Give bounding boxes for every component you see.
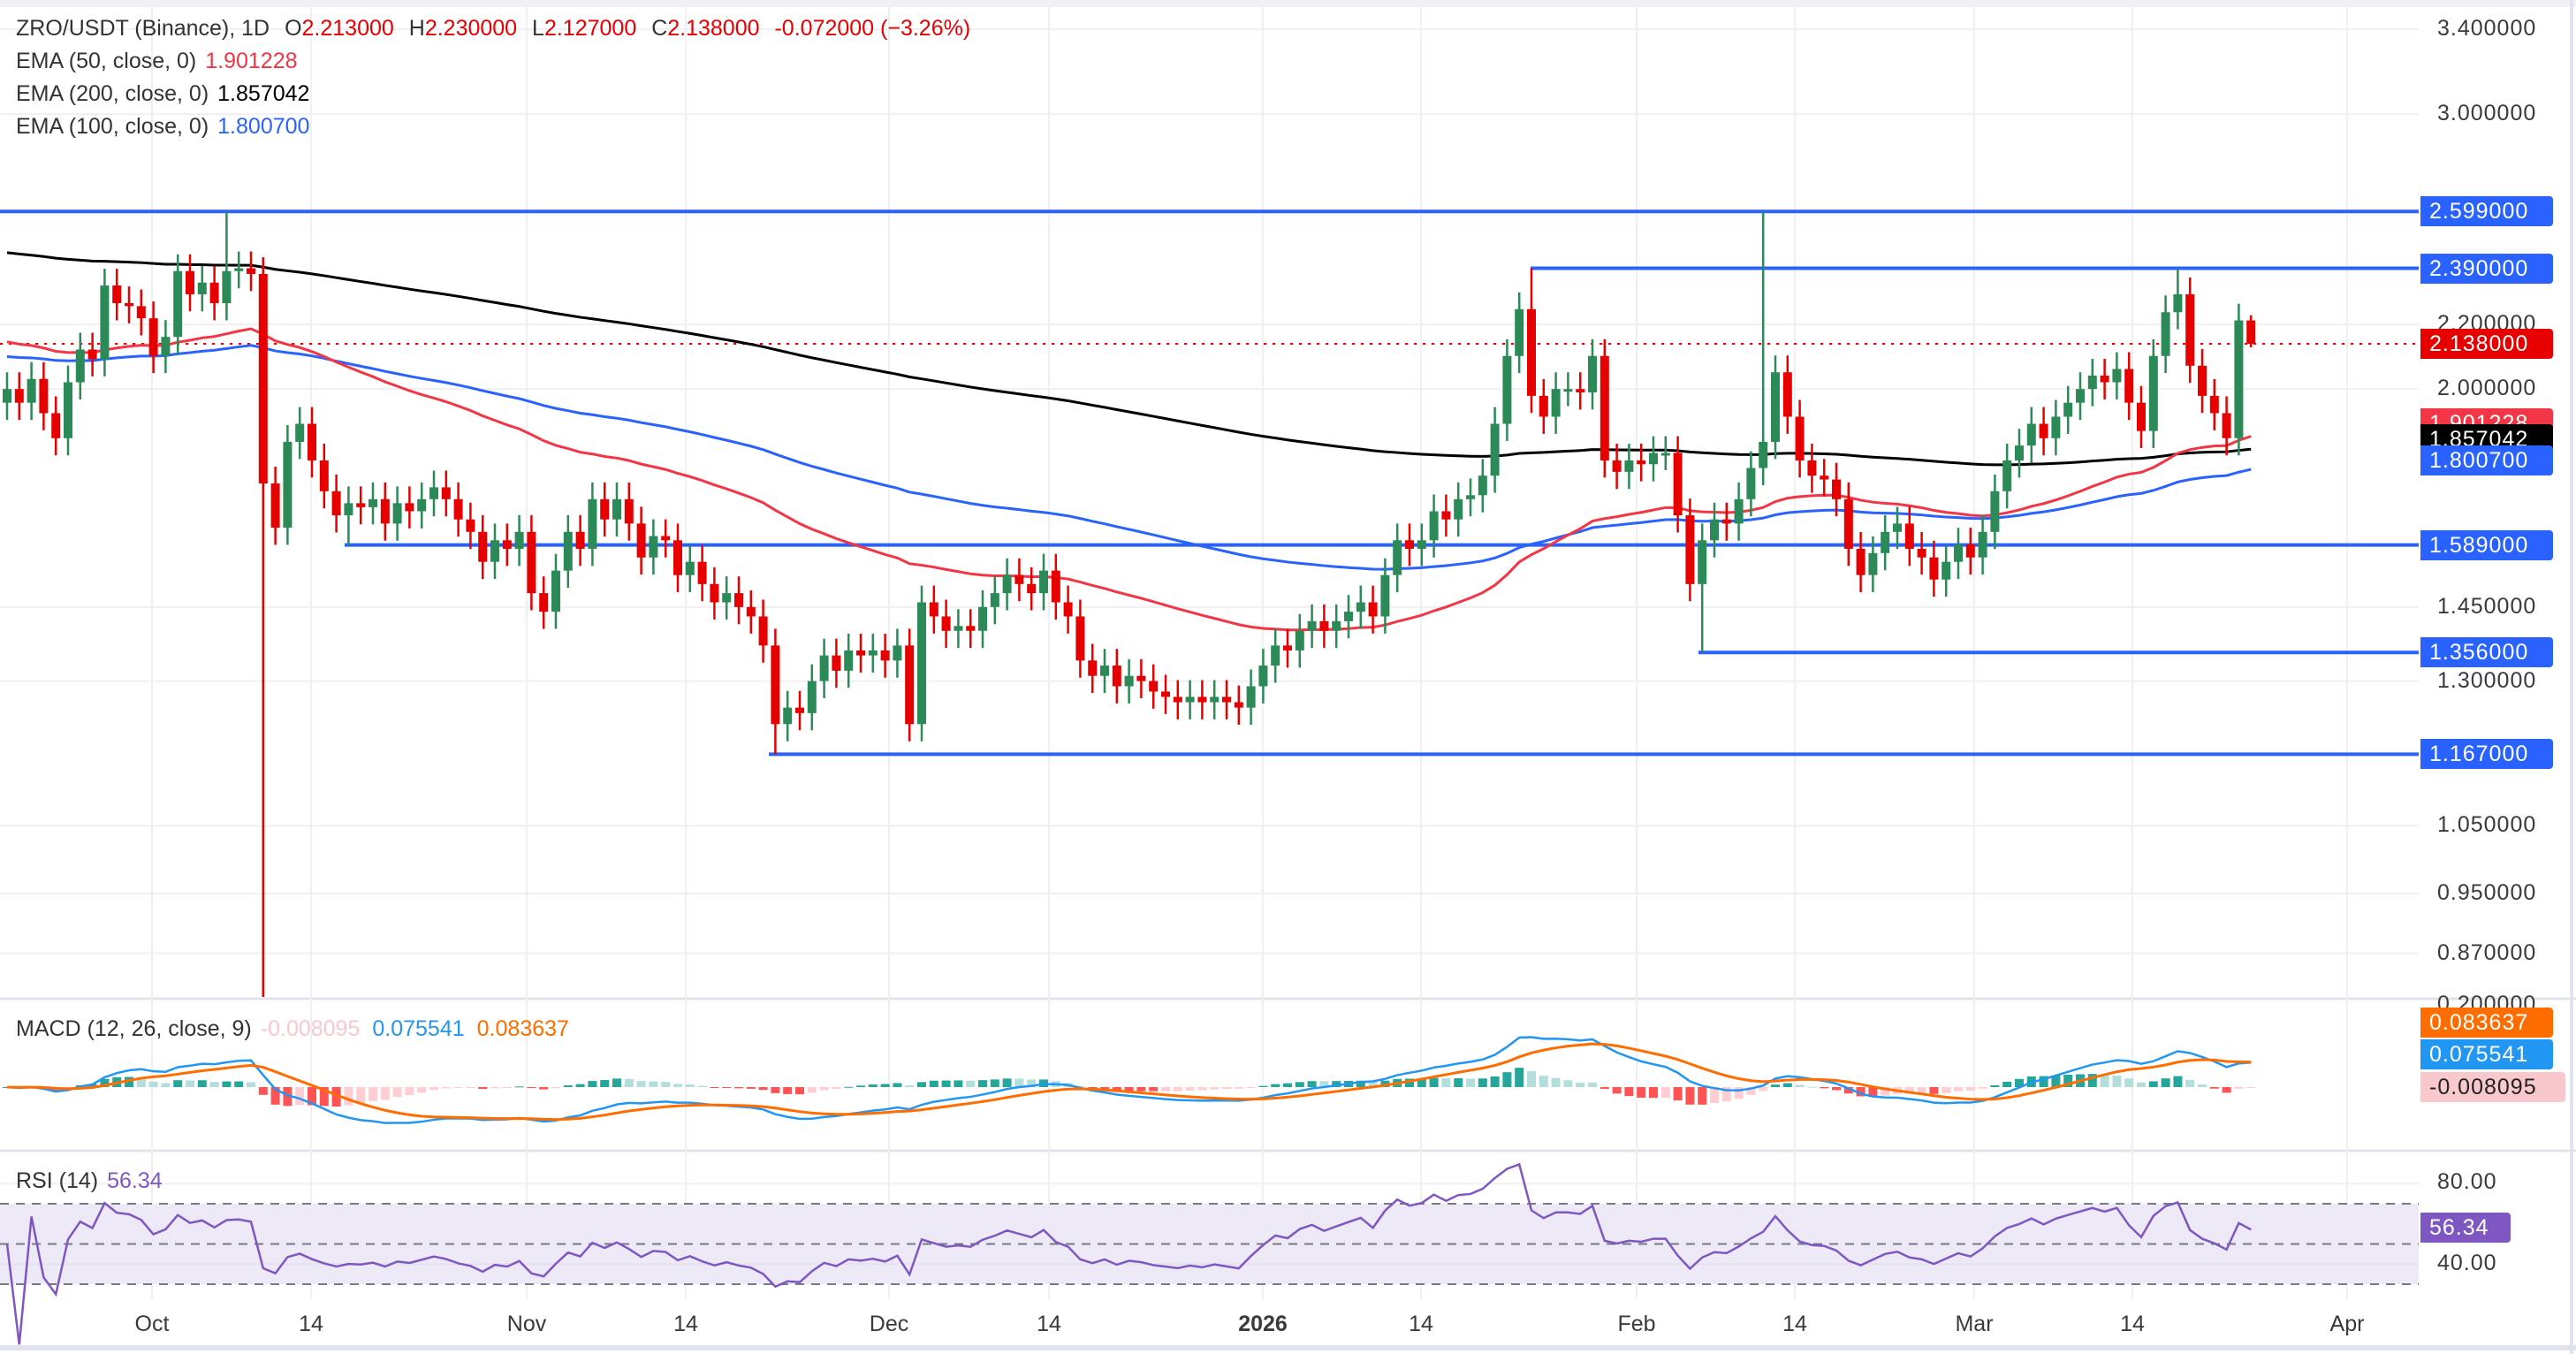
price-axis-tick: 1.050000 (2437, 812, 2537, 838)
symbol-title: ZRO/USDT (Binance), 1D (16, 16, 270, 41)
time-axis-label: 14 (673, 1312, 698, 1336)
time-axis-label: 14 (1409, 1312, 1433, 1336)
rsi-axis-tick: 40.00 (2437, 1251, 2497, 1275)
rsi-tag: 56.34 (2420, 1213, 2511, 1243)
macd-histogram-tag: -0.008095 (2420, 1072, 2565, 1102)
price-axis-tick: 1.300000 (2437, 667, 2537, 693)
time-axis-label: Apr (2329, 1312, 2365, 1336)
time-axis-label: 14 (2120, 1312, 2145, 1336)
price-tag: 2.599000 (2420, 196, 2553, 227)
price-axis-tick: 0.870000 (2437, 939, 2537, 965)
macd-line-value: 0.075541 (372, 1016, 465, 1041)
price-tag: 1.800700 (2420, 445, 2553, 475)
rsi-axis-tick: 80.00 (2437, 1169, 2497, 1194)
macd-signal-value: 0.083637 (476, 1016, 569, 1041)
macd-signal-tag: 0.083637 (2420, 1008, 2553, 1038)
price-axis-tick: 0.950000 (2437, 880, 2537, 906)
open-value: 2.213000 (301, 16, 394, 41)
time-axis-label: 2026 (1238, 1312, 1288, 1336)
time-axis-label: Nov (506, 1312, 547, 1336)
macd-line-tag: 0.075541 (2420, 1039, 2553, 1069)
time-axis-label: Feb (1617, 1312, 1656, 1336)
price-tag: 1.589000 (2420, 529, 2553, 560)
close-value: 2.138000 (667, 16, 760, 41)
rsi-legend[interactable]: RSI (14) 56.34 (16, 1168, 163, 1193)
price-axis-tick: 3.400000 (2437, 16, 2537, 42)
ema50-legend[interactable]: EMA (50, close, 0) 1.901228 (16, 49, 298, 73)
rsi-value: 56.34 (107, 1168, 163, 1193)
price-axis-tick: 2.000000 (2437, 376, 2537, 401)
time-axis-label: 14 (1782, 1312, 1807, 1336)
change-value: -0.072000 (−3.26%) (774, 16, 971, 41)
price-axis-tick: 1.450000 (2437, 593, 2537, 619)
price-tag: 2.390000 (2420, 253, 2553, 284)
price-axis-tick: 3.000000 (2437, 101, 2537, 126)
low-value: 2.127000 (543, 16, 637, 41)
ema100-value: 1.800700 (217, 114, 310, 139)
macd-histogram-value: -0.008095 (260, 1016, 361, 1041)
ema200-value: 1.857042 (217, 81, 310, 106)
ema100-legend[interactable]: EMA (100, close, 0) 1.800700 (16, 114, 310, 139)
high-value: 2.230000 (424, 16, 518, 41)
time-axis-label: Dec (869, 1312, 909, 1336)
time-axis-label: Mar (1955, 1312, 1994, 1336)
symbol-legend: ZRO/USDT (Binance), 1D O2.213000 H2.2300… (16, 16, 971, 41)
macd-legend[interactable]: MACD (12, 26, close, 9) -0.008095 0.075541… (16, 1016, 569, 1041)
time-axis-label: 14 (1037, 1312, 1061, 1336)
price-tag: 2.138000 (2420, 328, 2553, 359)
price-tag: 1.356000 (2420, 637, 2553, 668)
time-axis-label: Oct (134, 1312, 170, 1336)
time-axis-label: 14 (299, 1312, 323, 1336)
ema50-value: 1.901228 (205, 49, 298, 73)
ema200-legend[interactable]: EMA (200, close, 0) 1.857042 (16, 81, 310, 106)
price-tag: 1.167000 (2420, 739, 2553, 770)
